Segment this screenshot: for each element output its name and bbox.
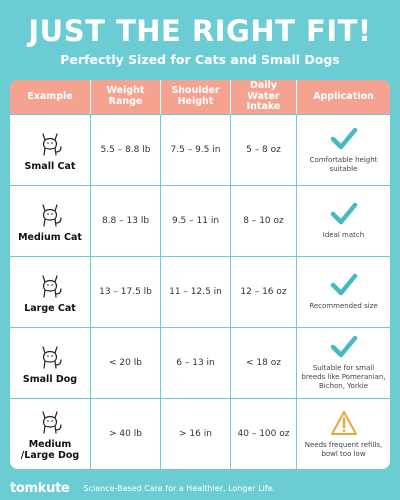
column-header: Weight Range (90, 80, 160, 114)
application-text: Recommended size (309, 302, 378, 311)
application-text: Suitable for small breeds like Pomerania… (301, 364, 386, 390)
table-row: Small Cat 5.5 – 8.8 lb 7.5 – 9.5 in 5 – 8 o… (10, 114, 390, 185)
application-cell: Suitable for small breeds like Pomerania… (296, 328, 390, 398)
value-cell: 7.5 – 9.5 in (160, 115, 230, 185)
check-icon (330, 202, 357, 225)
example-cell: Small Dog (10, 328, 90, 398)
value-cell: 6 – 13 in (160, 328, 230, 398)
column-header: Example (27, 90, 73, 102)
column-header: Daily Water Intake (230, 80, 296, 114)
value-cell: < 20 lb (90, 328, 160, 398)
value-cell: < 18 oz (230, 328, 296, 398)
warning-icon (330, 410, 357, 435)
value-cell: > 40 lb (90, 399, 160, 469)
value-cell: 9.5 – 11 in (160, 186, 230, 256)
application-text: Comfortable height suitable (309, 155, 378, 173)
pet-icon (42, 274, 62, 298)
example-label: Medium Cat (18, 231, 82, 243)
example-label: Medium /Large Dog (20, 439, 80, 461)
pet-icon (42, 411, 62, 434)
application-cell: Needs frequent refills, bowl too low (296, 399, 390, 469)
pet-icon (42, 345, 62, 369)
example-cell: Large Cat (10, 257, 90, 327)
header-row: Example Weight Range Shoulder Height Dai… (10, 80, 390, 114)
table-row: Large Cat 13 – 17.5 lb 11 – 12.5 in 12 – 16… (10, 256, 390, 327)
application-text: Needs frequent refills, bowl too low (304, 440, 383, 458)
application-cell: Comfortable height suitable (296, 115, 390, 185)
title: JUST THE RIGHT FIT! (28, 14, 372, 48)
subtitle: Perfectly Sized for Cats and Small Dogs (60, 52, 340, 67)
example-label: Large Cat (24, 302, 76, 314)
tagline: Science-Based Care for a Healthier, Long… (83, 483, 276, 493)
value-cell: 40 – 100 oz (230, 399, 296, 469)
example-cell: Medium Cat (10, 186, 90, 256)
application-cell: Recommended size (296, 257, 390, 327)
table-row: Medium Cat 8.8 – 13 lb 9.5 – 11 in 8 – 10 o… (10, 185, 390, 256)
value-cell: 8 – 10 oz (230, 186, 296, 256)
example-cell: Small Cat (10, 115, 90, 185)
size-table: Example Weight Range Shoulder Height Dai… (10, 80, 390, 469)
table-row: Small Dog < 20 lb 6 – 13 in < 18 oz Suitable… (10, 327, 390, 398)
pet-icon (42, 203, 62, 227)
example-label: Small Cat (24, 160, 76, 172)
column-header: Application (296, 80, 390, 114)
example-label: Small Dog (22, 373, 78, 385)
value-cell: 5 – 8 oz (230, 115, 296, 185)
logo: tomkute (10, 480, 70, 496)
pet-icon (42, 132, 62, 156)
value-cell: > 16 in (160, 399, 230, 469)
check-icon (330, 336, 357, 358)
application-cell: Ideal match (296, 186, 390, 256)
check-icon (330, 127, 357, 149)
check-icon (330, 273, 357, 296)
value-cell: 13 – 17.5 lb (90, 257, 160, 327)
example-cell: Medium /Large Dog (10, 399, 90, 469)
value-cell: 5.5 – 8.8 lb (90, 115, 160, 185)
value-cell: 11 – 12.5 in (160, 257, 230, 327)
value-cell: 8.8 – 13 lb (90, 186, 160, 256)
column-header: Shoulder Height (160, 80, 230, 114)
table-row: Medium /Large Dog > 40 lb > 16 in 40 – 100 … (10, 398, 390, 469)
footer: tomkute Science-Based Care for a Healthi… (10, 478, 390, 498)
value-cell: 12 – 16 oz (230, 257, 296, 327)
application-text: Ideal match (322, 231, 365, 240)
